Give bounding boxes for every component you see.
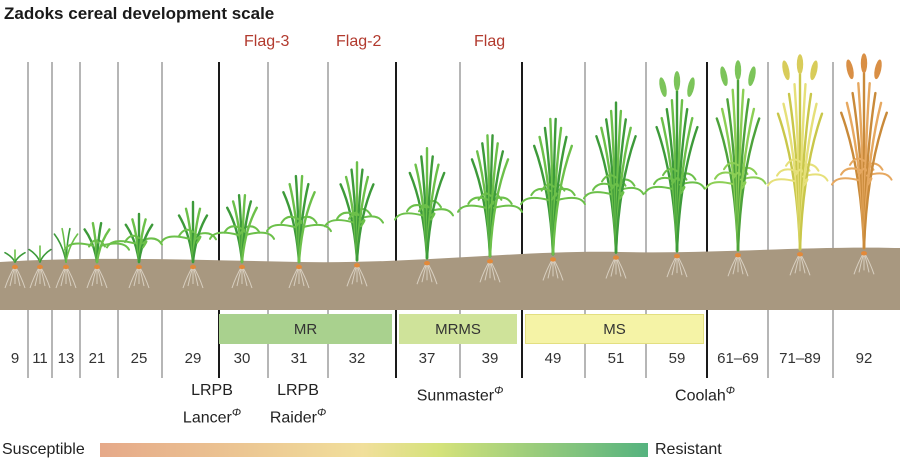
plant-stage-51 (583, 101, 645, 279)
variety-raider: LRPB RaiderΦ (258, 380, 338, 429)
stage-number: 61–69 (717, 350, 759, 367)
variety-lancer-line1: LRPB (191, 382, 233, 399)
band-ms: MS (525, 314, 704, 344)
variety-raider-line1: LRPB (277, 382, 319, 399)
stage-number: 71–89 (779, 350, 821, 367)
variety-lancer-name: Lancer (182, 409, 232, 427)
pbr-mark: Φ (494, 385, 504, 397)
plant-stage-32 (324, 161, 384, 287)
plant-stage-13 (53, 227, 79, 289)
plant-stage-29 (160, 200, 217, 289)
diagram-title: Zadoks cereal development scale (4, 4, 275, 23)
plant-stage-30 (209, 193, 275, 289)
plant-stage-71–89 (767, 54, 829, 276)
variety-sunmaster: SunmasterΦ (400, 380, 520, 407)
stage-number: 21 (88, 350, 106, 367)
plant-stage-61–69 (705, 60, 767, 277)
stage-number: 9 (10, 350, 20, 367)
plant-stage-92 (831, 53, 893, 275)
stage-number: 92 (855, 350, 873, 367)
stage-number: 11 (32, 350, 48, 367)
stage-number: 37 (418, 350, 436, 367)
stage-number: 32 (348, 350, 366, 367)
variety-lancer: LRPB LancerΦ (172, 380, 252, 429)
band-mrms: MRMS (399, 314, 517, 344)
variety-coolah: CoolahΦ (660, 380, 750, 407)
stage-number: 59 (668, 350, 686, 367)
stage-number: 13 (57, 350, 75, 367)
plant-stage-11 (28, 245, 52, 289)
susceptible-label: Susceptible (2, 441, 85, 458)
stage-number: 39 (481, 350, 499, 367)
plant-stage-31 (266, 174, 332, 289)
resistant-label: Resistant (655, 441, 722, 458)
resistance-gradient (100, 443, 648, 457)
plant-stage-39 (457, 134, 523, 283)
stage-number: 25 (130, 350, 148, 367)
pbr-mark: Φ (231, 407, 242, 419)
stage-number: 51 (607, 350, 625, 367)
flag-2-label: Flag-2 (336, 33, 382, 50)
stage-number: 49 (544, 350, 562, 367)
plant-stage-9 (4, 249, 26, 289)
stage-number: 31 (290, 350, 308, 367)
plant-stage-49 (520, 117, 586, 281)
soil (0, 247, 900, 310)
plant-stage-21 (64, 221, 130, 289)
plants (4, 53, 893, 289)
pbr-mark: Φ (316, 407, 327, 419)
plant-stage-37 (394, 146, 454, 285)
flag-label: Flag (474, 33, 506, 50)
stage-number: 29 (184, 350, 202, 367)
variety-raider-name: Raider (269, 409, 317, 427)
stage-number: 30 (233, 350, 251, 367)
pbr-mark: Φ (725, 385, 735, 397)
variety-sunmaster-name: Sunmaster (416, 387, 495, 405)
variety-coolah-name: Coolah (675, 387, 726, 405)
band-mr: MR (219, 314, 392, 344)
flag-3-label: Flag-3 (244, 33, 290, 50)
plant-stage-59 (644, 71, 706, 278)
